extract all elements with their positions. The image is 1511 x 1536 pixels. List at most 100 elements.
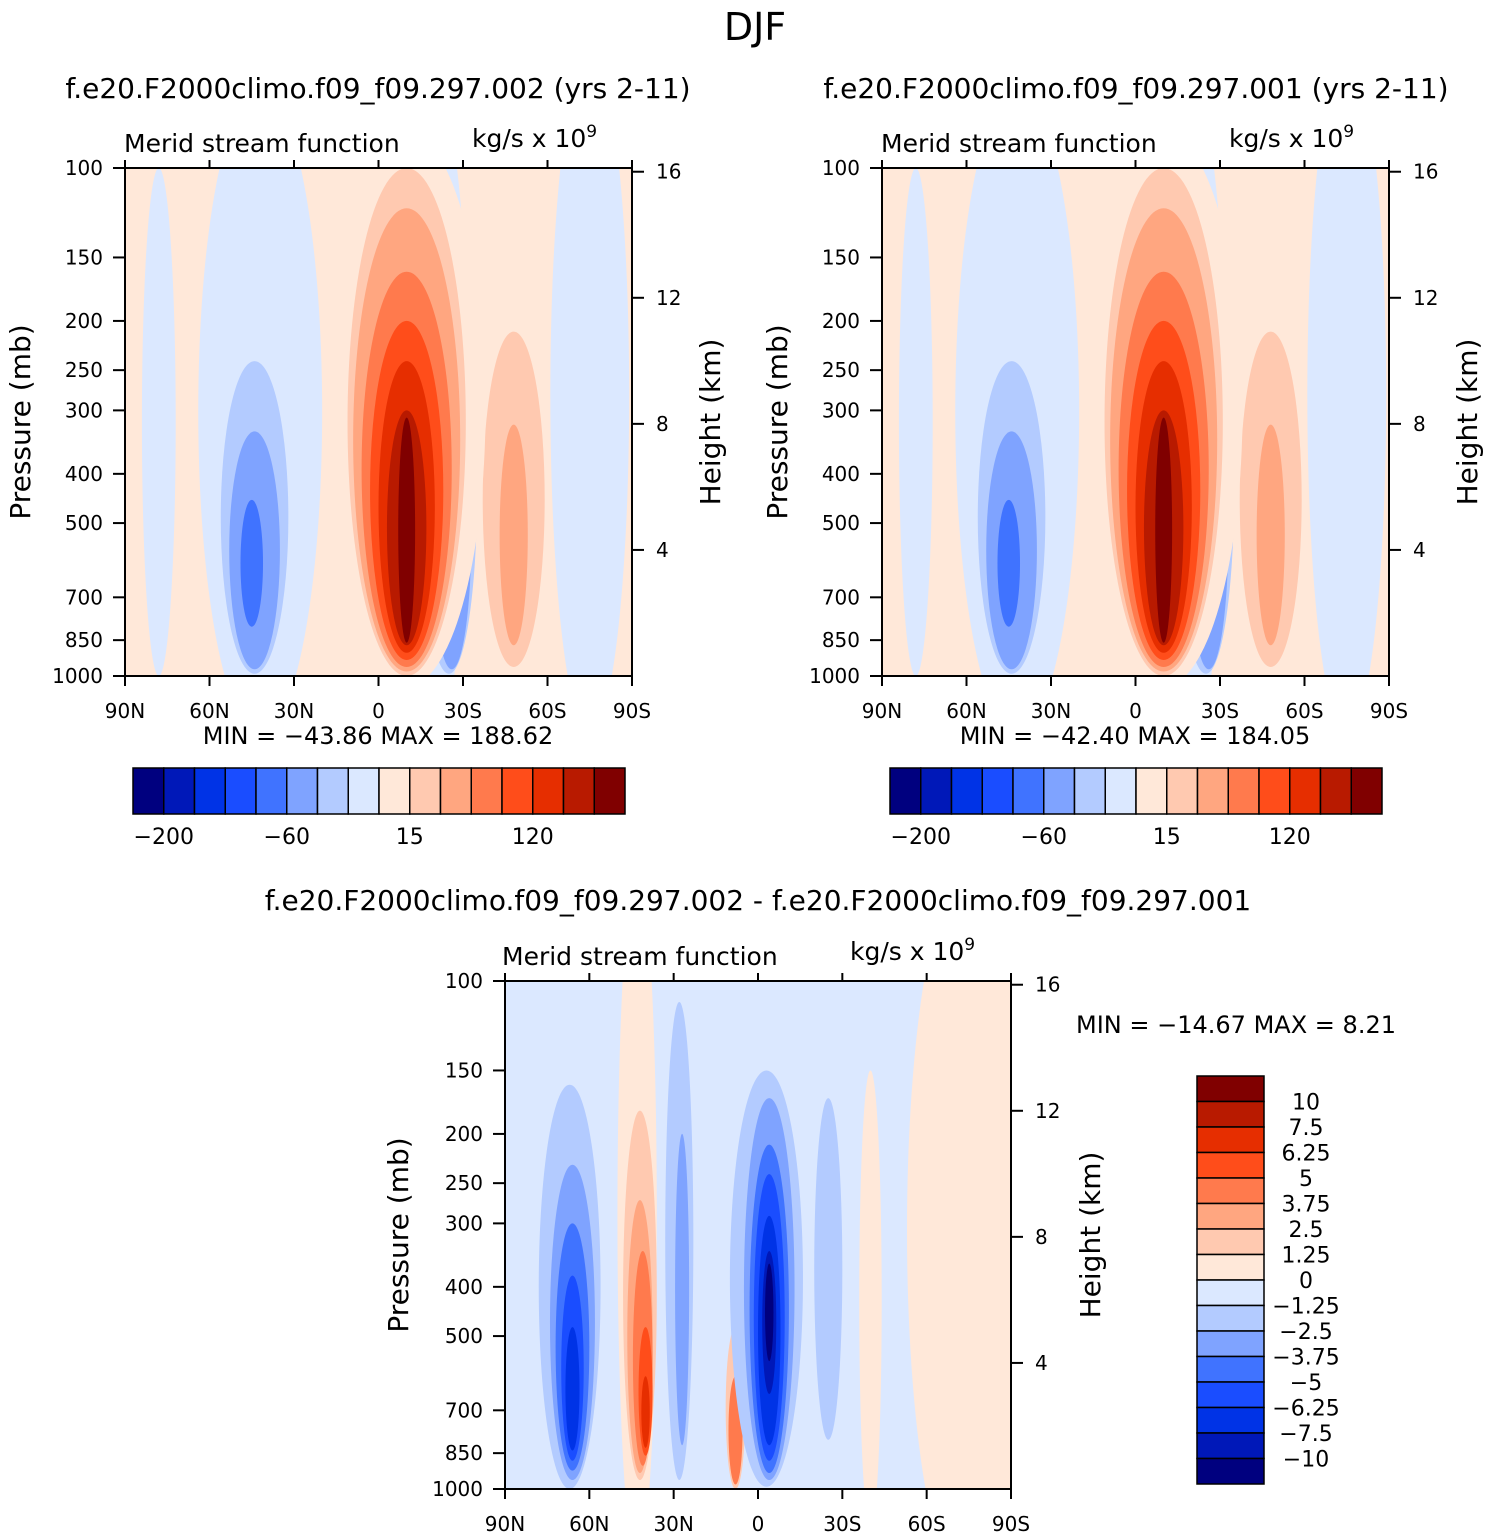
- panel-1: f.e20.F2000climo.f09_f09.297.002 (yrs 2-…: [4, 72, 727, 850]
- colorbar-swatch: [255, 767, 288, 815]
- x-tick-label: 60N: [569, 1512, 609, 1536]
- colorbar-label: 120: [1269, 825, 1311, 850]
- panel-2-units: kg/s x 109: [1229, 122, 1354, 153]
- colorbar-swatch: [1196, 1432, 1265, 1460]
- colorbar-label: −10: [1283, 1448, 1329, 1473]
- colorbar-label: −5: [1290, 1371, 1322, 1396]
- colorbar-swatch: [1350, 767, 1383, 815]
- y2-tick-label: 4: [1413, 538, 1426, 562]
- y2-tick-label: 12: [1035, 1099, 1060, 1123]
- colorbar-label: −1.25: [1272, 1295, 1339, 1320]
- y-tick-label: 150: [65, 245, 103, 269]
- x-tick-label: 30S: [1201, 699, 1239, 723]
- contour-neg-7: [765, 1263, 774, 1362]
- y2-tick-label: 12: [1413, 286, 1438, 310]
- panel-1-left-title: Merid stream function: [124, 129, 400, 158]
- panel-1-ylabel: Pressure (mb): [4, 324, 37, 519]
- colorbar-swatch: [532, 767, 565, 815]
- colorbar-swatch: [1196, 1355, 1265, 1383]
- y-tick-label: 850: [65, 628, 103, 652]
- colorbar-swatch: [224, 767, 257, 815]
- x-tick-label: 60S: [908, 1512, 946, 1536]
- colorbar-label: −60: [264, 825, 310, 850]
- panel-3-ylabel: Pressure (mb): [382, 1137, 415, 1332]
- y-tick-label: 500: [445, 1324, 483, 1348]
- contour-neg-2: [675, 1133, 690, 1446]
- colorbar-swatch: [1196, 1330, 1265, 1358]
- panel-1-title: f.e20.F2000climo.f09_f09.297.002 (yrs 2-…: [65, 72, 690, 105]
- y-tick-label: 100: [65, 156, 103, 180]
- colorbar-swatch: [163, 767, 196, 815]
- y-tick-label: 200: [822, 309, 860, 333]
- colorbar-swatch: [1012, 767, 1045, 815]
- y-tick-label: 200: [445, 1122, 483, 1146]
- panel-3: f.e20.F2000climo.f09_f09.297.002 - f.e20…: [265, 884, 1396, 1536]
- colorbar-swatch: [1104, 767, 1137, 815]
- colorbar-swatch: [1196, 1406, 1265, 1434]
- contour-light-blue: [1307, 168, 1387, 676]
- colorbar-label: 2.5: [1289, 1218, 1324, 1243]
- y2-tick-label: 12: [656, 286, 681, 310]
- y-tick-label: 1000: [809, 664, 860, 688]
- colorbar-swatch: [1196, 1381, 1265, 1409]
- x-tick-label: 60S: [528, 699, 566, 723]
- panel-1-colorbar: −200 −60 15 120: [132, 767, 626, 850]
- x-tick-label: 30N: [653, 1512, 693, 1536]
- y2-tick-label: 8: [1035, 1225, 1048, 1249]
- colorbar-swatch: [409, 767, 442, 815]
- panel-2-field: [882, 168, 1389, 676]
- x-tick-label: 0: [372, 699, 385, 723]
- y-tick-label: 250: [822, 358, 860, 382]
- colorbar-swatch: [378, 767, 411, 815]
- y-tick-label: 100: [822, 156, 860, 180]
- contour-pos-5: [641, 1376, 650, 1448]
- colorbar-swatch: [1135, 767, 1168, 815]
- colorbar-swatch: [286, 767, 319, 815]
- colorbar-swatch: [1258, 767, 1291, 815]
- panel-1-y2label: Height (km): [694, 339, 727, 506]
- panel-3-y2label: Height (km): [1074, 1152, 1107, 1319]
- colorbar-label: 5: [1299, 1167, 1313, 1192]
- y2-tick-label: 4: [1035, 1351, 1048, 1375]
- x-tick-label: 90N: [485, 1512, 525, 1536]
- panel-1-field: [125, 168, 632, 676]
- panel-3-units: kg/s x 109: [850, 935, 975, 966]
- x-tick-label: 60N: [946, 699, 986, 723]
- colorbar-label: 7.5: [1289, 1116, 1324, 1141]
- contour-light-blue: [141, 168, 176, 676]
- panel-1-plot: 90N 60N 30N 0 30S 60S 90S 100 150 200 250 300 400 500…: [52, 156, 681, 723]
- colorbar-swatch: [1196, 1100, 1265, 1128]
- colorbar-swatch: [1227, 767, 1260, 815]
- colorbar-label: 1.25: [1282, 1244, 1331, 1269]
- panel-2-ylabel: Pressure (mb): [761, 324, 794, 519]
- x-tick-label: 90S: [992, 1512, 1030, 1536]
- panel-2-colorbar: −200 −60 15 120: [889, 767, 1383, 850]
- x-tick-label: 90S: [1370, 699, 1408, 723]
- colorbar-swatch: [193, 767, 226, 815]
- colorbar-label: −200: [891, 825, 951, 850]
- panel-3-field: [505, 981, 1011, 1489]
- panel-3-left-title: Merid stream function: [502, 942, 778, 971]
- contour-pos-7: [398, 417, 416, 643]
- colorbar-label: −7.5: [1279, 1422, 1332, 1447]
- x-tick-label: 30S: [823, 1512, 861, 1536]
- panel-2-title: f.e20.F2000climo.f09_f09.297.001 (yrs 2-…: [823, 72, 1448, 105]
- colorbar-label: 120: [512, 825, 554, 850]
- colorbar-label: 10: [1292, 1091, 1320, 1116]
- y-tick-label: 700: [445, 1398, 483, 1422]
- y-tick-label: 700: [822, 585, 860, 609]
- panel-3-plot: 90N 60N 30N 0 30S 60S 90S 100 150 200 250 300 400 500…: [432, 969, 1060, 1536]
- colorbar-swatch: [1196, 1279, 1265, 1307]
- panel-2-plot: 90N 60N 30N 0 30S 60S 90S 100 150 200 250 300 400 500…: [809, 156, 1438, 723]
- contour-pos-0: [907, 981, 1011, 1489]
- colorbar-label: 15: [396, 825, 424, 850]
- colorbar-swatch: [1196, 767, 1229, 815]
- colorbar-swatch: [889, 767, 922, 815]
- contour-pos-7: [1155, 417, 1173, 643]
- panel-2-min-max: MIN = −42.40 MAX = 184.05: [960, 722, 1311, 750]
- colorbar-swatch: [1196, 1228, 1265, 1256]
- contour-pos-2: [1256, 424, 1285, 646]
- panel-2-left-title: Merid stream function: [881, 129, 1157, 158]
- colorbar-swatch: [501, 767, 534, 815]
- colorbar-swatch: [1043, 767, 1076, 815]
